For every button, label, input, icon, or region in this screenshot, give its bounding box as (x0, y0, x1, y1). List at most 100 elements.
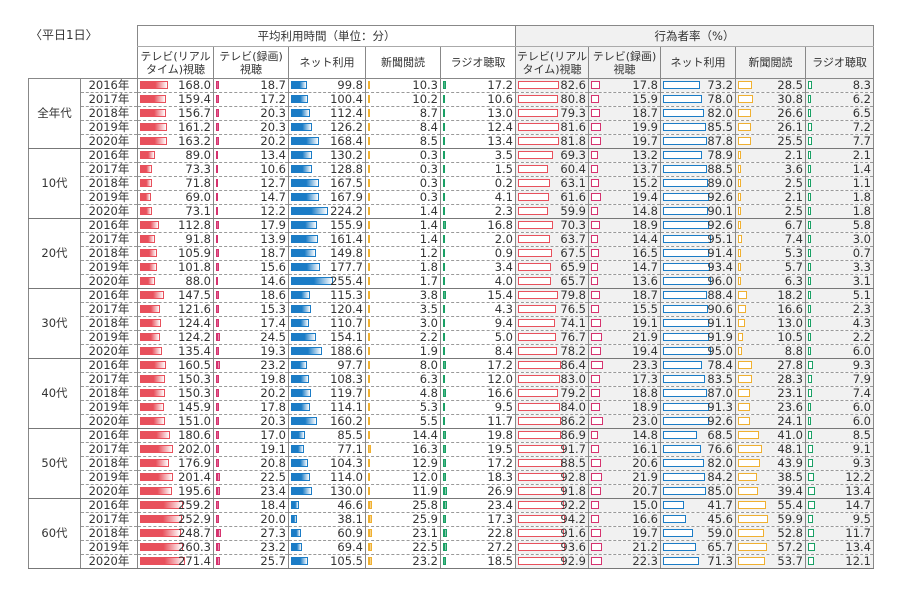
time-bar-paper (368, 389, 370, 397)
time-value: 6.3 (419, 372, 438, 386)
time-cell-paper: 1.4 (365, 204, 441, 219)
time-cell-radio: 9.5 (440, 400, 516, 415)
rate-bar-tv_rec (591, 193, 601, 201)
rate-cell-net: 84.2 (660, 470, 736, 485)
time-value: 155.9 (330, 218, 363, 232)
time-value: 46.6 (337, 498, 363, 512)
rate-bar-paper (738, 95, 754, 103)
rate-column-header-tv_rec: テレビ(録画)視聴 (588, 46, 661, 79)
rate-value: 13.2 (632, 148, 658, 162)
rate-value: 9.3 (852, 456, 871, 470)
time-bar-tv_rec (216, 389, 220, 397)
time-value: 10.6 (487, 92, 513, 106)
rate-bar-tv_live (518, 375, 560, 383)
time-bar-tv_rec (216, 319, 219, 327)
rate-value: 6.5 (852, 106, 871, 120)
rate-bar-net (663, 263, 710, 271)
rate-cell-paper: 52.8 (735, 526, 806, 541)
year-label: 2016年 (80, 218, 138, 233)
rate-cell-tv_live: 92.9 (515, 554, 589, 569)
time-bar-paper (368, 179, 370, 187)
time-cell-net: 167.5 (288, 176, 366, 191)
rate-bar-paper (738, 347, 743, 355)
rate-value: 87.8 (707, 134, 733, 148)
time-bar-tv_live (140, 263, 157, 271)
time-value: 12.0 (412, 470, 438, 484)
rate-bar-tv_live (518, 193, 549, 201)
time-bar-tv_rec (216, 165, 218, 173)
time-cell-net: 161.4 (288, 232, 366, 247)
rate-cell-tv_rec: 23.0 (588, 414, 661, 429)
time-value: 252.9 (178, 512, 211, 526)
time-cell-tv_rec: 20.3 (213, 414, 289, 429)
time-cell-tv_rec: 17.0 (213, 428, 289, 443)
rate-cell-radio: 3.0 (805, 232, 874, 247)
rate-cell-tv_live: 94.2 (515, 512, 589, 527)
time-bar-net (291, 543, 303, 551)
rate-cell-net: 59.0 (660, 526, 736, 541)
time-cell-paper: 22.5 (365, 540, 441, 555)
time-bar-paper (368, 459, 371, 467)
time-bar-radio (443, 249, 445, 257)
rate-bar-radio (808, 417, 811, 425)
time-value: 1.9 (419, 344, 438, 358)
time-cell-tv_live: 69.0 (137, 190, 214, 205)
rate-value: 11.7 (845, 526, 871, 540)
rate-cell-net: 78.9 (660, 148, 736, 163)
time-bar-tv_live (140, 389, 165, 397)
age-group-label: 40代 (28, 358, 81, 429)
rate-value: 91.8 (560, 484, 586, 498)
time-value: 156.7 (178, 106, 211, 120)
time-cell-tv_rec: 19.1 (213, 442, 289, 457)
time-value: 259.2 (178, 498, 211, 512)
time-bar-net (291, 235, 318, 243)
rate-value: 73.2 (707, 78, 733, 92)
rate-cell-net: 88.5 (660, 162, 736, 177)
time-cell-net: 114.1 (288, 400, 366, 415)
rate-value: 18.9 (632, 218, 658, 232)
time-cell-paper: 14.4 (365, 428, 441, 443)
rate-cell-tv_rec: 22.3 (588, 554, 661, 569)
time-bar-net (291, 291, 311, 299)
rate-cell-radio: 7.4 (805, 386, 874, 401)
year-label: 2019年 (80, 330, 138, 345)
rate-cell-tv_rec: 19.1 (588, 316, 661, 331)
rate-value: 94.2 (560, 512, 586, 526)
table-row: 全年代 2016年 168.0 18.7 99.8 10.3 17.2 82.6 17.8 73.… (28, 78, 874, 149)
time-cell-tv_rec: 18.6 (213, 288, 289, 303)
year-label: 2020年 (80, 134, 138, 149)
time-bar-net (291, 403, 310, 411)
time-value: 112.4 (330, 106, 363, 120)
table-row: 2020年 271.4 25.7 105.5 23.2 18.5 92.9 22.3 71.3 5… (29, 554, 874, 569)
rate-cell-radio: 2.1 (805, 148, 874, 163)
time-cell-paper: 8.4 (365, 120, 441, 135)
time-cell-tv_live: 201.4 (137, 470, 214, 485)
rate-bar-net (663, 109, 704, 117)
time-bar-radio (443, 151, 445, 159)
time-bar-radio (443, 529, 447, 537)
rate-bar-radio (808, 95, 812, 103)
time-value: 27.2 (487, 540, 513, 554)
rate-bar-radio (808, 277, 811, 285)
rate-bar-tv_rec (591, 459, 602, 467)
rate-bar-radio (808, 473, 815, 481)
rate-value: 21.9 (632, 330, 658, 344)
time-cell-paper: 3.5 (365, 302, 441, 317)
rate-cell-tv_rec: 19.9 (588, 120, 661, 135)
time-bar-tv_rec (216, 529, 221, 537)
rate-bar-tv_rec (591, 431, 599, 439)
rate-value: 76.5 (560, 302, 586, 316)
rate-cell-radio: 12.2 (805, 470, 874, 485)
rate-cell-paper: 2.5 (735, 204, 806, 219)
rate-bar-tv_rec (591, 165, 598, 173)
time-bar-tv_live (140, 81, 168, 89)
time-bar-tv_live (140, 123, 167, 131)
time-bar-net (291, 179, 319, 187)
rate-value: 7.4 (784, 232, 803, 246)
rate-bar-radio (808, 445, 813, 453)
rate-value: 30.8 (777, 92, 803, 106)
time-cell-tv_live: 121.6 (137, 302, 214, 317)
rate-value: 78.4 (707, 358, 733, 372)
time-cell-paper: 16.3 (365, 442, 441, 457)
time-value: 18.4 (260, 498, 286, 512)
